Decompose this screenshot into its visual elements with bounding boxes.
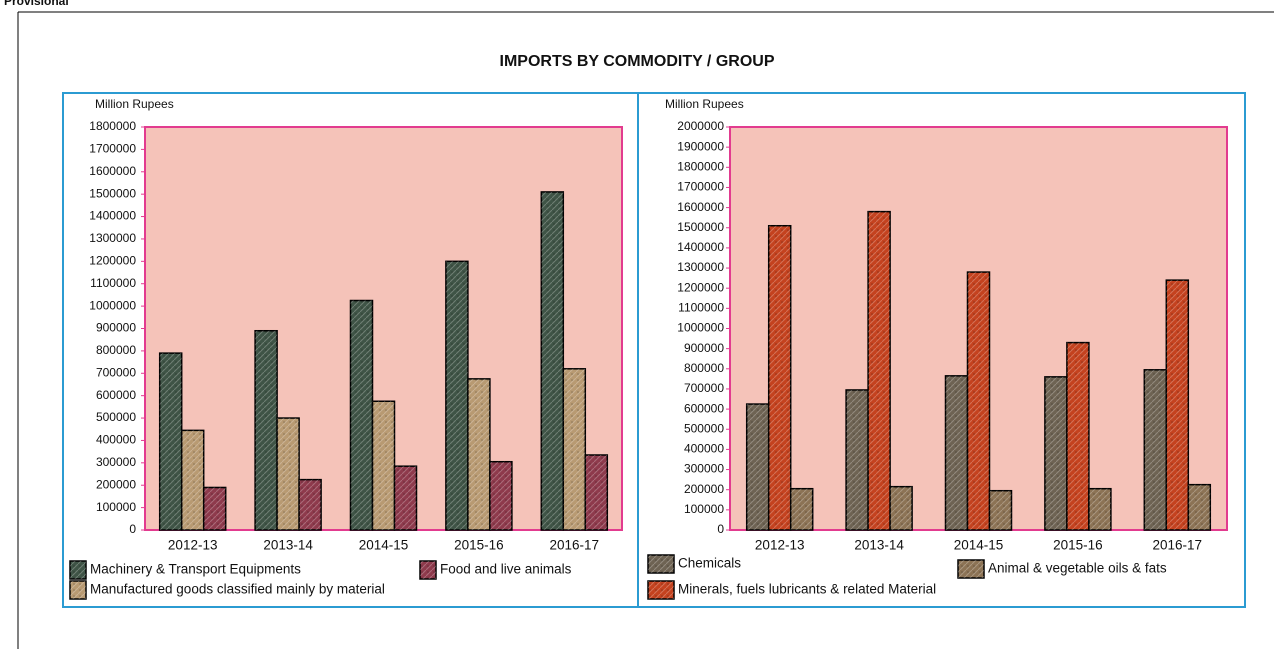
y-tick-label: 1300000: [677, 260, 724, 274]
legend-label: Machinery & Transport Equipments: [90, 562, 301, 577]
y-tick-label: 1200000: [89, 254, 136, 268]
legend-swatch-texture: [70, 561, 86, 579]
note: Provisional: [4, 0, 69, 8]
y-tick-label: 1700000: [677, 180, 724, 194]
bar: [966, 271, 991, 531]
bar: [767, 224, 792, 531]
bar: [1044, 376, 1068, 531]
bar: [1066, 341, 1090, 531]
bar: [276, 417, 300, 531]
x-tick-label: 2015-16: [1053, 538, 1103, 553]
bar: [584, 454, 609, 531]
bar: [889, 485, 913, 531]
y-tick-label: 1600000: [89, 164, 136, 178]
x-tick-label: 2015-16: [454, 538, 504, 553]
legend-label: Chemicals: [678, 556, 741, 571]
bar: [745, 403, 770, 531]
y-tick-label: 0: [717, 522, 724, 536]
bar: [1165, 279, 1190, 531]
bar: [467, 378, 491, 531]
y-tick-label: 900000: [684, 341, 724, 355]
y-tick-label: 100000: [96, 500, 136, 514]
y-tick-label: 1700000: [89, 142, 136, 156]
y-tick-label: 500000: [684, 421, 724, 435]
x-tick-label: 2012-13: [755, 538, 805, 553]
bar: [158, 352, 183, 531]
y-tick-label: 600000: [96, 388, 136, 402]
y-tick-label: 800000: [684, 361, 724, 375]
x-tick-label: 2013-14: [854, 538, 904, 553]
y-tick-label: 400000: [684, 442, 724, 456]
y-tick-label: 200000: [96, 477, 136, 491]
y-tick-label: 1000000: [677, 321, 724, 335]
panel-right: [637, 92, 1246, 608]
outer-frame: [17, 11, 1274, 649]
y-tick-label: 1100000: [678, 301, 724, 315]
legend-swatch-texture: [420, 561, 436, 579]
bar: [180, 429, 205, 531]
bar: [202, 486, 227, 531]
y-tick-label: 1400000: [677, 240, 724, 254]
y-tick-label: 300000: [684, 462, 724, 476]
y-tick-label: 600000: [684, 401, 724, 415]
y-tick-label: 800000: [96, 343, 136, 357]
x-tick-label: 2014-15: [954, 538, 1004, 553]
bar: [988, 489, 1013, 531]
legend-swatch-texture: [648, 581, 674, 599]
y-tick-label: 100000: [684, 502, 724, 516]
y-tick-label: 500000: [96, 410, 136, 424]
bar: [445, 260, 469, 531]
y-tick-label: 400000: [96, 433, 136, 447]
legend-label: Minerals, fuels lubricants & related Mat…: [678, 582, 936, 597]
page-title: IMPORTS BY COMMODITY / GROUP: [500, 53, 775, 70]
bar: [489, 460, 513, 531]
y-tick-label: 1000000: [89, 298, 136, 312]
bar: [540, 191, 565, 531]
y-tick-label: 900000: [96, 321, 136, 335]
y-tick-label: 1500000: [89, 186, 136, 200]
legend-label: Food and live animals: [440, 562, 572, 577]
bar: [867, 210, 891, 531]
y-tick-label: 700000: [96, 365, 136, 379]
bar: [393, 465, 418, 531]
bar: [845, 389, 869, 531]
y-tick-label: 1100000: [90, 276, 136, 290]
legend-swatch-texture: [648, 555, 674, 573]
bar: [298, 478, 322, 531]
y-tick-label: 1600000: [677, 200, 724, 214]
y-axis-label: Million Rupees: [95, 97, 174, 111]
y-tick-label: 700000: [684, 381, 724, 395]
legend-label: Animal & vegetable oils & fats: [988, 561, 1167, 576]
x-tick-label: 2014-15: [359, 538, 409, 553]
y-tick-label: 1900000: [677, 139, 724, 153]
y-tick-label: 2000000: [677, 119, 724, 133]
y-tick-label: 1800000: [677, 159, 724, 173]
bar: [1088, 487, 1112, 531]
legend-swatch-texture: [70, 581, 86, 599]
y-tick-label: 1200000: [677, 280, 724, 294]
x-tick-label: 2012-13: [168, 538, 218, 553]
legend-label: Manufactured goods classified mainly by …: [90, 582, 385, 597]
x-tick-label: 2013-14: [263, 538, 313, 553]
bar: [1187, 483, 1212, 531]
y-tick-label: 1300000: [89, 231, 136, 245]
y-tick-label: 200000: [684, 482, 724, 496]
bar: [349, 299, 374, 531]
y-tick-label: 1800000: [89, 119, 136, 133]
y-tick-label: 0: [129, 522, 136, 536]
legend-swatch-texture: [958, 560, 984, 578]
bar: [944, 375, 969, 531]
y-tick-label: 1400000: [89, 209, 136, 223]
bar: [254, 329, 278, 531]
x-tick-label: 2016-17: [550, 538, 600, 553]
bar: [1143, 369, 1168, 531]
y-axis-label: Million Rupees: [665, 97, 744, 111]
bar: [562, 368, 587, 531]
x-tick-label: 2016-17: [1153, 538, 1203, 553]
y-tick-label: 300000: [96, 455, 136, 469]
y-tick-label: 1500000: [677, 220, 724, 234]
bar: [789, 487, 814, 531]
bar: [371, 400, 396, 531]
